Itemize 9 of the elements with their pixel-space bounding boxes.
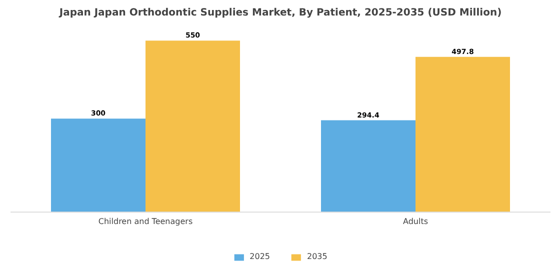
- chart-title: Japan Japan Orthodontic Supplies Market, By Patient, 2025-2035 (USD Million): [58, 8, 502, 18]
- x-tick-label: Adults: [402, 217, 428, 226]
- bar: [51, 118, 146, 212]
- legend-label: 2035: [307, 252, 328, 261]
- bar: [416, 56, 510, 212]
- x-tick-label: Children and Teenagers: [98, 217, 193, 226]
- bar: [321, 120, 416, 212]
- legend-label: 2025: [250, 252, 270, 261]
- bar: [146, 40, 240, 212]
